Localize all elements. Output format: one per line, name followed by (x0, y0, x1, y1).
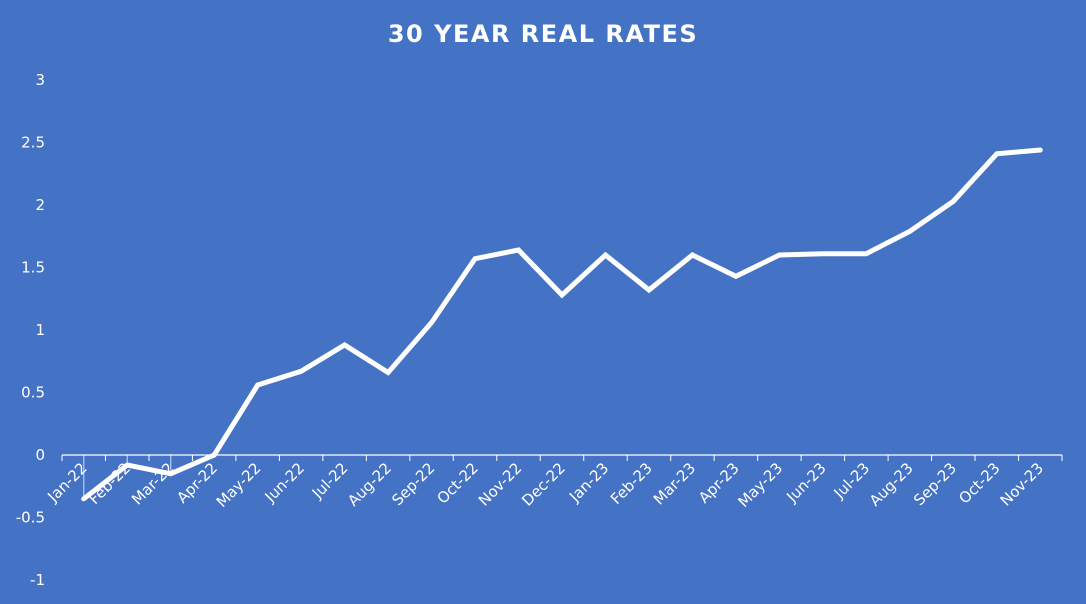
x-tick-label: Jun-22 (261, 459, 308, 506)
data-point (387, 372, 389, 373)
x-tick-label: Nov-22 (475, 459, 525, 509)
y-tick-label: 0.5 (21, 384, 45, 402)
data-point (952, 200, 954, 202)
series (81, 147, 1043, 502)
data-point (1039, 149, 1041, 151)
data-point (648, 289, 650, 291)
data-point (822, 253, 824, 255)
x-tick-label: May-23 (734, 459, 786, 511)
data-point (561, 294, 563, 296)
chart-title: 30 YEAR REAL RATES (387, 20, 699, 48)
data-point (344, 344, 346, 346)
x-tick-label: Dec-22 (518, 459, 569, 510)
x-tick-label: Sep-23 (910, 459, 960, 509)
data-point (170, 473, 172, 475)
y-tick-label: 1.5 (21, 259, 45, 277)
y-tick-label: 3 (35, 71, 45, 89)
y-axis: 3 2.5 2 1.5 1 0.5 0 -0.5 -1 (16, 71, 45, 589)
data-point (126, 464, 128, 466)
x-tick-label: Oct-22 (433, 459, 481, 507)
y-tick-label: 2.5 (21, 134, 45, 152)
data-point (604, 254, 606, 256)
x-tick-label: Aug-23 (866, 459, 917, 510)
y-tick-label: -0.5 (16, 509, 45, 527)
data-point (909, 230, 911, 232)
x-tick-label: Feb-23 (607, 459, 656, 508)
y-tick-label: -1 (30, 571, 45, 589)
data-point (431, 322, 433, 323)
data-point (257, 384, 259, 386)
data-point (300, 370, 302, 372)
x-axis (61, 454, 1063, 461)
y-tick-label: 0 (35, 446, 45, 464)
x-tick-label: May-22 (213, 459, 265, 511)
x-tick-label: Feb-22 (85, 459, 134, 508)
x-tick-label: Mar-23 (650, 459, 699, 508)
drop-lines (83, 150, 1041, 499)
data-point (778, 254, 780, 256)
x-tick-label: Oct-23 (955, 459, 1003, 507)
x-tick-label: Jan-23 (565, 459, 612, 506)
y-tick-label: 2 (35, 196, 45, 214)
x-tick-label: Jun-23 (782, 459, 829, 506)
x-tick-label: Sep-22 (388, 459, 438, 509)
data-point (474, 258, 476, 260)
data-point (735, 275, 737, 277)
data-point (213, 454, 215, 456)
data-point (691, 254, 693, 256)
data-point (83, 498, 85, 500)
y-tick-label: 1 (35, 321, 45, 339)
data-point (518, 249, 520, 251)
data-point (865, 253, 867, 255)
x-tick-label: Aug-22 (344, 459, 395, 510)
data-point (996, 153, 998, 155)
x-tick-label: Nov-23 (997, 459, 1047, 509)
